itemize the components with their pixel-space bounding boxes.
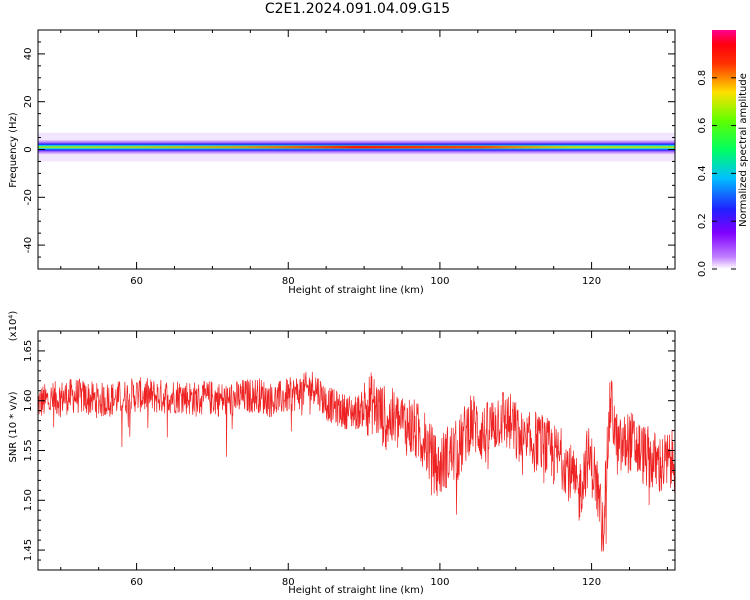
x-tick-label: 60 [130,276,143,287]
spectrogram-ticks: 60 80 100 120 -40 -20 0 20 40 [23,30,675,287]
spectrogram-xlabel: Height of straight line (km) [288,285,424,296]
x-tick-label: 80 [282,276,295,287]
x-tick-label: 60 [130,577,143,588]
colorbar: 0.0 0.2 0.4 0.6 0.8 Normalized spectral ampl… [697,30,749,277]
y-tick-label: 1.45 [23,539,34,561]
colorbar-gradient [712,30,736,269]
y-tick-label: 20 [23,95,34,108]
y-tick-label: -40 [23,237,34,253]
x-tick-label: 120 [582,276,601,287]
y-tick-label: 40 [23,48,34,61]
y-tick-label: 1.65 [23,340,34,362]
colorbar-label: Normalized spectral amplitude [738,73,749,227]
spectrogram-panel: 60 80 100 120 -40 -20 0 20 40 Height of straight… [8,29,676,296]
snr-xlabel: Height of straight line (km) [288,585,424,596]
x-tick-label: 120 [582,577,601,588]
colorbar-tick-label: 0.6 [697,118,708,134]
snr-scale-label: (x10⁴) [8,311,19,342]
y-tick-label: -20 [23,189,34,205]
snr-panel: 60 80 100 120 1.45 1.50 1.55 1.60 1.65 Height of… [8,311,676,596]
snr-ylabel: SNR (10 * v/v) [8,391,19,462]
y-tick-label: 1.50 [23,489,34,511]
figure-title: C2E1.2024.091.04.09.G15 [264,1,451,17]
y-tick-label: 0 [23,146,34,152]
y-tick-label: 1.60 [23,390,34,412]
colorbar-tick-label: 0.0 [697,261,708,277]
snr-series-line [38,371,675,552]
x-tick-label: 100 [430,577,449,588]
snr-frame [37,330,676,571]
x-tick-label: 80 [282,577,295,588]
snr-ticks: 60 80 100 120 1.45 1.50 1.55 1.60 1.65 [23,331,675,588]
colorbar-tick-label: 0.2 [697,213,708,229]
colorbar-tick-label: 0.4 [697,165,708,181]
x-tick-label: 100 [430,276,449,287]
colorbar-tick-label: 0.8 [697,70,708,86]
spectrogram-ylabel: Frequency (Hz) [8,112,19,188]
colorbar-ticks: 0.0 0.2 0.4 0.6 0.8 [697,70,736,277]
spectral-band-core [38,145,675,149]
y-tick-label: 1.55 [23,439,34,461]
